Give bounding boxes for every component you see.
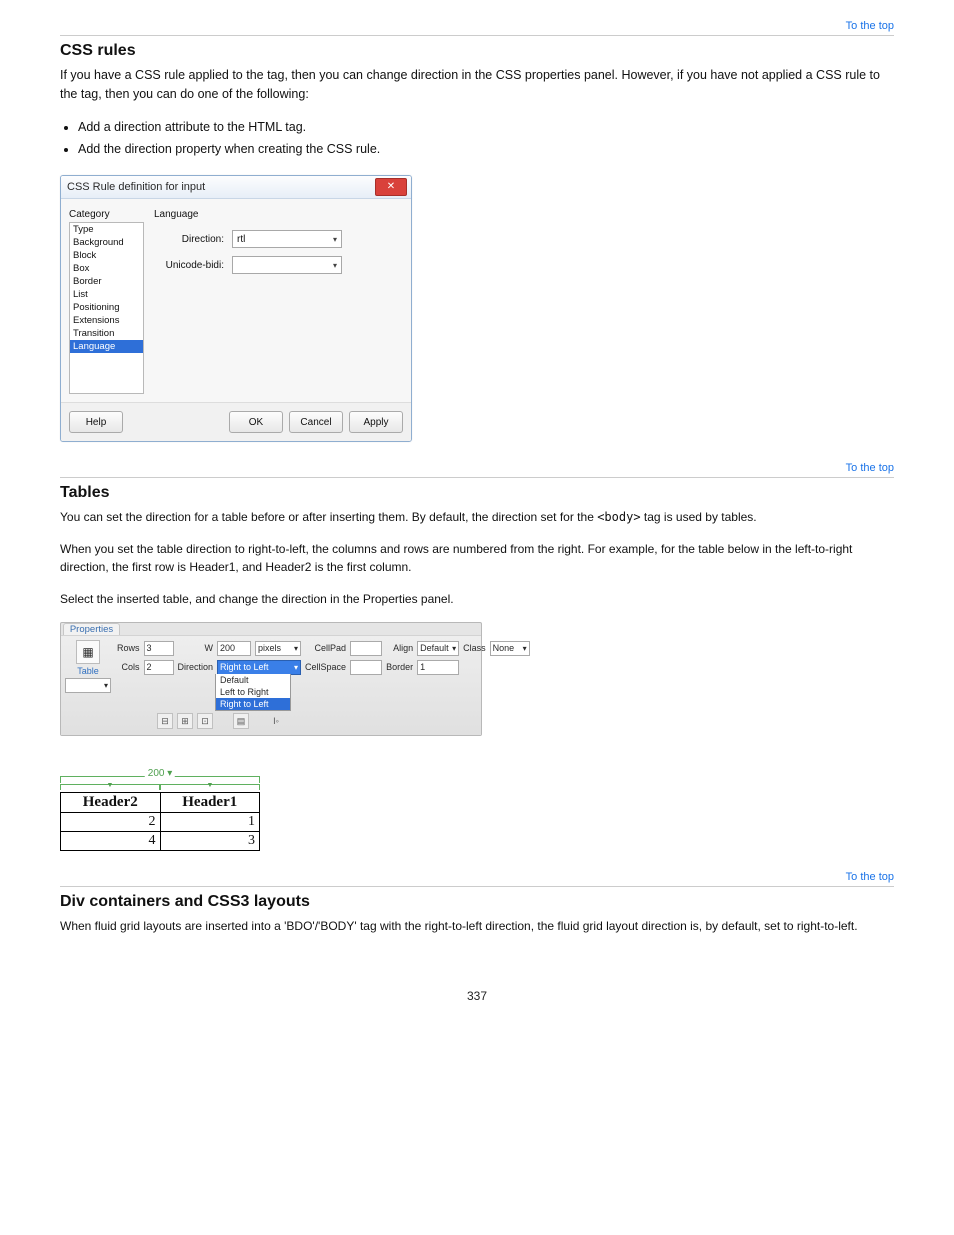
cancel-button[interactable]: Cancel	[289, 411, 343, 433]
direction-select[interactable]: rtl▾	[232, 230, 342, 248]
border-input[interactable]: 1	[417, 660, 459, 675]
class-label: Class	[463, 643, 486, 653]
apply-button[interactable]: Apply	[349, 411, 403, 433]
unicode-bidi-label: Unicode-bidi:	[154, 260, 224, 271]
div-p1: When fluid grid layouts are inserted int…	[60, 917, 894, 935]
rows-label: Rows	[117, 643, 140, 653]
cat-extensions[interactable]: Extensions	[70, 314, 143, 327]
bullet-1: Add a direction attribute to the HTML ta…	[78, 118, 894, 137]
cat-transition[interactable]: Transition	[70, 327, 143, 340]
tables-p2: When you set the table direction to righ…	[60, 540, 894, 576]
to-top-link[interactable]: To the top	[846, 462, 894, 474]
cat-block[interactable]: Block	[70, 249, 143, 262]
th-header1: Header1	[160, 793, 260, 813]
cat-type[interactable]: Type	[70, 223, 143, 236]
toolbtn-1[interactable]: ⊟	[157, 713, 173, 729]
direction-label: Direction	[178, 662, 214, 672]
cell-4: 4	[61, 832, 161, 851]
section-css-rules-heading: CSS rules	[60, 42, 894, 60]
cat-language[interactable]: Language	[70, 340, 143, 353]
ok-button[interactable]: OK	[229, 411, 283, 433]
properties-panel: Properties ▦ Table ▾ Rows 3 W 200 pixels…	[60, 622, 482, 736]
opt-ltr[interactable]: Left to Right	[216, 686, 290, 698]
w-unit-select[interactable]: pixels▾	[255, 641, 301, 656]
opt-rtl[interactable]: Right to Left	[216, 698, 290, 710]
chevron-down-icon: ▾	[333, 261, 337, 270]
page-number: 337	[60, 949, 894, 1003]
ruler-label: 200 ▾	[145, 768, 175, 779]
border-label: Border	[386, 662, 413, 672]
rows-input[interactable]: 3	[144, 641, 174, 656]
w-label: W	[178, 643, 214, 653]
th-header2: Header2	[61, 793, 161, 813]
panel-label: Language	[154, 209, 399, 220]
w-input[interactable]: 200	[217, 641, 251, 656]
tables-p1: You can set the direction for a table be…	[60, 508, 894, 526]
bullet-2: Add the direction property when creating…	[78, 140, 894, 159]
tables-p3: Select the inserted table, and change th…	[60, 590, 894, 608]
cat-background[interactable]: Background	[70, 236, 143, 249]
section-div-heading: Div containers and CSS3 layouts	[60, 893, 894, 911]
direction-label: Direction:	[154, 234, 224, 245]
cat-box[interactable]: Box	[70, 262, 143, 275]
panel-title: Table	[77, 666, 99, 676]
cat-positioning[interactable]: Positioning	[70, 301, 143, 314]
align-label: Align	[386, 643, 413, 653]
cellpad-label: CellPad	[305, 643, 346, 653]
cols-input[interactable]: 2	[144, 660, 174, 675]
section-tables-heading: Tables	[60, 484, 894, 502]
direction-options[interactable]: Default Left to Right Right to Left	[215, 674, 291, 711]
direction-select[interactable]: Right to Left▾	[217, 660, 301, 675]
table-icon: ▦	[76, 640, 100, 664]
cellpad-input[interactable]	[350, 641, 382, 656]
category-label: Category	[69, 209, 144, 220]
to-top-link[interactable]: To the top	[846, 20, 894, 32]
css-rule-dialog: CSS Rule definition for input ✕ Category…	[60, 175, 412, 442]
align-select[interactable]: Default▾	[417, 641, 459, 656]
toolbtn-2[interactable]: ⊞	[177, 713, 193, 729]
id-select[interactable]: ▾	[65, 678, 111, 693]
class-select[interactable]: None▾	[490, 641, 530, 656]
cellspace-input[interactable]	[350, 660, 382, 675]
cat-list[interactable]: List	[70, 288, 143, 301]
css-rules-p1: If you have a CSS rule applied to the ta…	[60, 66, 894, 104]
dialog-close-button[interactable]: ✕	[375, 178, 407, 196]
cell-1: 1	[160, 813, 260, 832]
toolbtn-clear[interactable]: I◦	[269, 714, 283, 728]
cols-label: Cols	[117, 662, 140, 672]
close-icon: ✕	[387, 182, 395, 192]
unicode-bidi-select[interactable]: ▾	[232, 256, 342, 274]
chevron-down-icon: ▾	[333, 235, 337, 244]
to-top-link[interactable]: To the top	[846, 871, 894, 883]
toolbtn-4[interactable]: ▤	[233, 713, 249, 729]
help-button[interactable]: Help	[69, 411, 123, 433]
cellspace-label: CellSpace	[305, 662, 346, 672]
rtl-table: Header1 Header2 1 2 3 4	[60, 792, 260, 851]
opt-default[interactable]: Default	[216, 674, 290, 686]
toolbtn-3[interactable]: ⊡	[197, 713, 213, 729]
cell-3: 3	[160, 832, 260, 851]
properties-tab[interactable]: Properties	[63, 623, 120, 635]
dialog-title: CSS Rule definition for input	[67, 181, 205, 193]
cat-border[interactable]: Border	[70, 275, 143, 288]
rtl-sample: 200 ▾ Header1 Header2 1 2 3 4	[60, 776, 260, 851]
category-list[interactable]: Type Background Block Box Border List Po…	[69, 222, 144, 394]
cell-2: 2	[61, 813, 161, 832]
